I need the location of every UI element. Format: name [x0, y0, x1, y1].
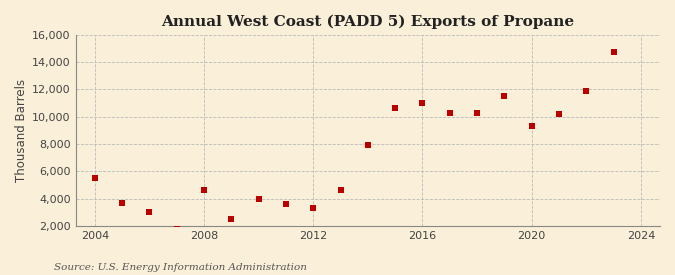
Point — [281, 202, 292, 206]
Point — [144, 210, 155, 214]
Point — [335, 188, 346, 192]
Point — [554, 112, 564, 116]
Point — [444, 110, 455, 115]
Point — [308, 206, 319, 210]
Point — [389, 106, 400, 111]
Point — [62, 216, 73, 220]
Title: Annual West Coast (PADD 5) Exports of Propane: Annual West Coast (PADD 5) Exports of Pr… — [161, 15, 574, 29]
Point — [198, 188, 209, 192]
Point — [362, 143, 373, 147]
Point — [171, 226, 182, 231]
Y-axis label: Thousand Barrels: Thousand Barrels — [15, 79, 28, 182]
Point — [499, 94, 510, 98]
Point — [608, 50, 619, 55]
Point — [526, 124, 537, 128]
Point — [226, 217, 237, 221]
Point — [417, 101, 428, 105]
Point — [472, 110, 483, 115]
Text: Source: U.S. Energy Information Administration: Source: U.S. Energy Information Administ… — [54, 263, 307, 272]
Point — [117, 200, 128, 205]
Point — [89, 176, 100, 180]
Point — [253, 196, 264, 201]
Point — [581, 89, 592, 93]
